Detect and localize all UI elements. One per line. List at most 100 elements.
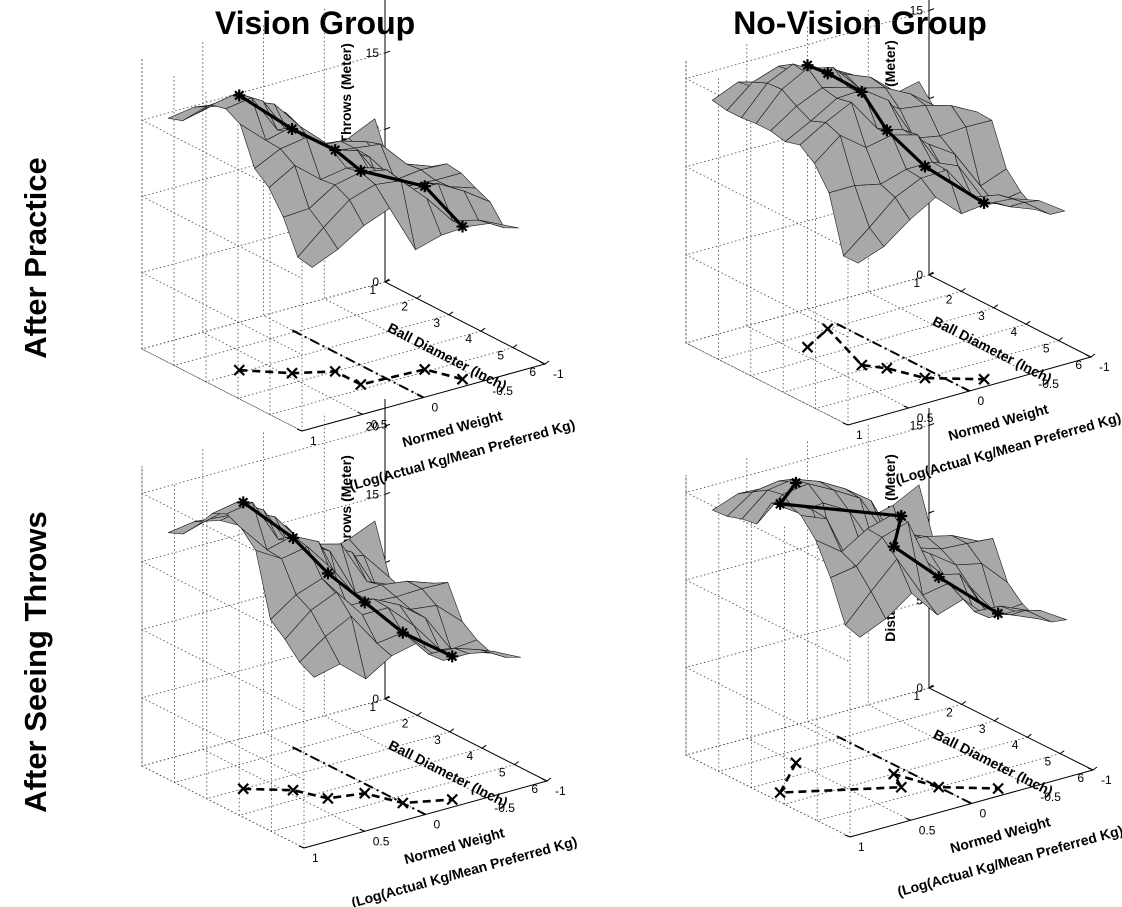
- y-tick-label: -1: [1101, 773, 1112, 787]
- y-tick-label: -0.5: [1040, 790, 1061, 804]
- x-tick-label: 3: [433, 316, 440, 330]
- x-tick-mark: [544, 360, 550, 365]
- grid-line-x: [718, 77, 962, 360]
- x-tick-label: 6: [1075, 358, 1082, 372]
- z-tick-mark: [928, 96, 935, 100]
- y-tick-label: 0: [432, 401, 439, 415]
- x-tick-mark: [512, 344, 518, 349]
- x-tick-mark: [1090, 353, 1096, 358]
- x-axis-label: Ball Diameter (Inch): [930, 313, 1055, 387]
- peak-marker: [789, 476, 802, 489]
- y-tick-mark: [844, 834, 851, 838]
- peak-marker: [358, 596, 371, 609]
- floor-projection-marker: [887, 768, 900, 780]
- peak-marker: [801, 59, 814, 72]
- floor-projection-marker: [801, 341, 814, 353]
- z-tick-label: 15: [910, 419, 924, 433]
- grid-line-y: [202, 42, 363, 415]
- x-tick-label: 2: [946, 292, 953, 306]
- grid-line-y: [685, 475, 851, 838]
- z-tick-mark: [384, 491, 391, 495]
- surface-patch: [479, 649, 522, 658]
- floor-reference-line: [291, 329, 424, 399]
- peak-marker: [978, 197, 991, 210]
- x-tick-mark: [514, 761, 519, 765]
- y-tick-mark: [298, 845, 305, 849]
- x-tick-label: 4: [1012, 738, 1019, 752]
- y-tick-mark: [842, 422, 849, 426]
- peak-line: [806, 63, 985, 205]
- peak-marker: [821, 67, 834, 80]
- x-tick-label: 1: [913, 689, 920, 703]
- floor-projection-marker: [456, 373, 469, 385]
- peak-marker: [286, 123, 299, 136]
- y-tick-label: 1: [856, 428, 863, 442]
- peak-marker: [887, 540, 900, 553]
- x-tick-mark: [961, 701, 967, 705]
- y-tick-label: 1: [312, 851, 319, 865]
- column-title-no-vision: No-Vision Group: [733, 5, 987, 41]
- x-tick-label: 6: [531, 782, 538, 796]
- grid-line-y: [141, 466, 305, 849]
- y-tick-label: 0.5: [919, 823, 936, 837]
- y-tick-label: -1: [1099, 360, 1110, 374]
- z-tick-label: 0: [372, 692, 379, 706]
- floor-projection-marker: [978, 373, 990, 386]
- grid-line-x: [782, 110, 1027, 393]
- z-tick-label: 15: [910, 4, 924, 18]
- surface-patch: [478, 219, 520, 229]
- z-tick-label: 15: [366, 46, 380, 60]
- floor-projection-line: [777, 762, 999, 795]
- floor-projection-marker: [919, 372, 931, 384]
- peak-marker: [774, 497, 787, 510]
- y-tick-label: -0.5: [494, 801, 515, 815]
- z-tick-label: 5: [916, 594, 923, 608]
- grid-line-x: [816, 540, 1061, 822]
- floor-projection-marker: [237, 782, 250, 795]
- x-tick-label: 2: [946, 705, 953, 719]
- peak-marker: [354, 164, 367, 177]
- x-tick-label: 3: [979, 722, 986, 736]
- y-tick-mark: [1085, 354, 1092, 358]
- x-tick-label: 1: [369, 283, 376, 297]
- floor-projection-marker: [286, 367, 298, 379]
- x-tick-mark: [1027, 733, 1032, 738]
- z-tick-label: 0: [916, 268, 923, 282]
- x-tick-mark: [448, 311, 454, 316]
- x-tick-mark: [480, 327, 486, 332]
- y-tick-mark: [1087, 767, 1094, 771]
- y-tick-label: -1: [553, 367, 564, 381]
- peak-marker: [233, 89, 246, 102]
- peak-line: [242, 501, 453, 658]
- peak-marker: [992, 607, 1005, 620]
- floor-projection-marker: [855, 359, 868, 371]
- floor-projection-marker: [358, 787, 371, 800]
- x-tick-label: 4: [1011, 325, 1018, 339]
- grid-line-x: [750, 93, 994, 377]
- y-tick-label: 0: [434, 818, 441, 832]
- x-tick-mark: [928, 684, 934, 689]
- grid-line-x: [237, 108, 482, 399]
- x-tick-label: 1: [913, 276, 920, 290]
- x-tick-mark: [961, 287, 966, 292]
- column-title-vision: Vision Group: [215, 5, 415, 41]
- z-tick-mark: [928, 423, 935, 426]
- x-tick-label: 3: [978, 309, 985, 323]
- y-tick-label: 0.5: [917, 411, 934, 425]
- y-tick-label: -0.5: [1038, 377, 1059, 391]
- x-tick-label: 4: [465, 332, 472, 346]
- grid-line-x: [205, 91, 450, 383]
- grid-line-y: [323, 415, 487, 799]
- row-title-after-practice: After Practice: [18, 157, 53, 359]
- y-tick-mark: [903, 405, 909, 409]
- floor-projection-marker: [397, 797, 409, 809]
- x-tick-mark: [993, 304, 999, 309]
- peak-marker: [918, 160, 931, 173]
- y-tick-mark: [359, 828, 365, 832]
- x-tick-mark: [994, 717, 999, 722]
- floor-projection-marker: [287, 784, 299, 796]
- peak-marker: [932, 571, 945, 584]
- grid-line-x: [685, 61, 930, 344]
